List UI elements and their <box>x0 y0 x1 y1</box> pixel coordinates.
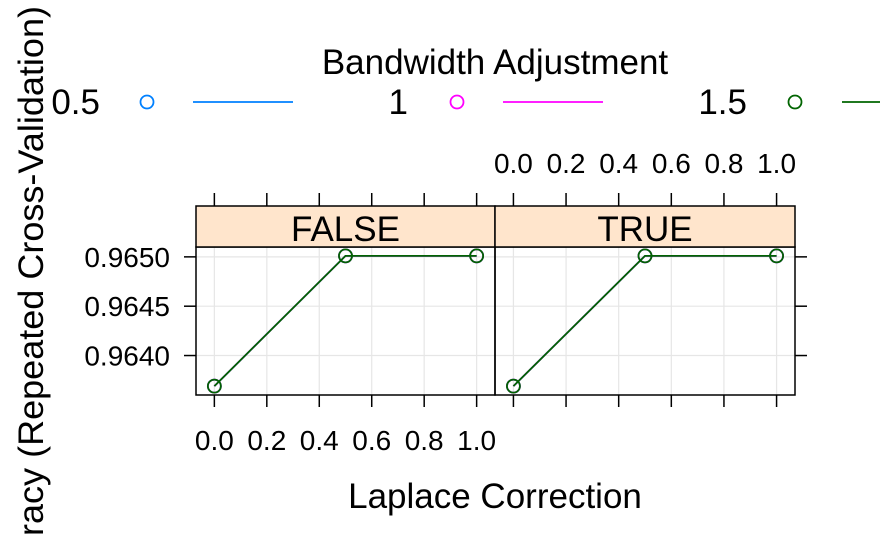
y-tick-label: 0.9640 <box>84 341 170 372</box>
series-layer <box>206 248 784 394</box>
series-point <box>506 378 521 394</box>
x-tick-label-top: 0.0 <box>494 148 533 179</box>
strip-background <box>195 205 496 248</box>
legend-entry: 1 <box>389 83 603 122</box>
series-point <box>637 248 653 264</box>
axes: 0.9640 0.9645 0.9650 0.0 0.0 0.2 0.2 0.4 0.4 0.6 0… <box>84 148 807 456</box>
legend-title: Bandwidth Adjustment <box>322 43 669 82</box>
x-tick-label-top: 0.6 <box>652 148 691 179</box>
strip-label: TRUE <box>597 210 692 249</box>
series-point <box>469 248 485 264</box>
legend-entry: 0.5 <box>51 83 293 122</box>
x-tick-label-bottom: 0.4 <box>300 425 339 456</box>
legend-label: 0.5 <box>51 83 100 122</box>
x-tick-label-bottom: 0.2 <box>247 425 286 456</box>
x-tick-label-bottom: 0.6 <box>352 425 391 456</box>
legend: Bandwidth Adjustment 0.5 1 1.5 <box>51 43 880 122</box>
strip-background <box>494 205 796 248</box>
series-point <box>206 378 222 394</box>
x-tick-label-top: 0.2 <box>547 148 586 179</box>
x-tick-label-bottom: 0.0 <box>195 425 234 456</box>
y-axis-label: racy (Repeated Cross-Validation) <box>12 6 51 536</box>
grid-layer <box>196 247 795 395</box>
x-tick-label-bottom: 0.8 <box>405 425 444 456</box>
series-point <box>338 248 353 264</box>
legend-label: 1 <box>389 83 408 122</box>
series-line <box>512 254 777 387</box>
x-tick-label-top: 1.0 <box>757 148 796 179</box>
x-tick-label-top: 0.4 <box>599 148 638 179</box>
legend-marker <box>449 94 465 110</box>
x-axis-label: Laplace Correction <box>348 477 642 516</box>
y-tick-label: 0.9645 <box>84 291 170 322</box>
panel-strips: FALSE TRUE <box>195 205 796 249</box>
series-line <box>213 254 477 387</box>
series-point <box>769 248 784 264</box>
x-tick-label-top: 0.8 <box>704 148 743 179</box>
legend-marker <box>139 94 155 110</box>
y-tick-label: 0.9650 <box>84 242 170 273</box>
legend-label: 1.5 <box>698 83 747 122</box>
x-tick-label-bottom: 1.0 <box>457 425 496 456</box>
strip-label: FALSE <box>291 210 400 249</box>
legend-marker <box>787 94 803 110</box>
legend-entry: 1.5 <box>698 83 880 122</box>
